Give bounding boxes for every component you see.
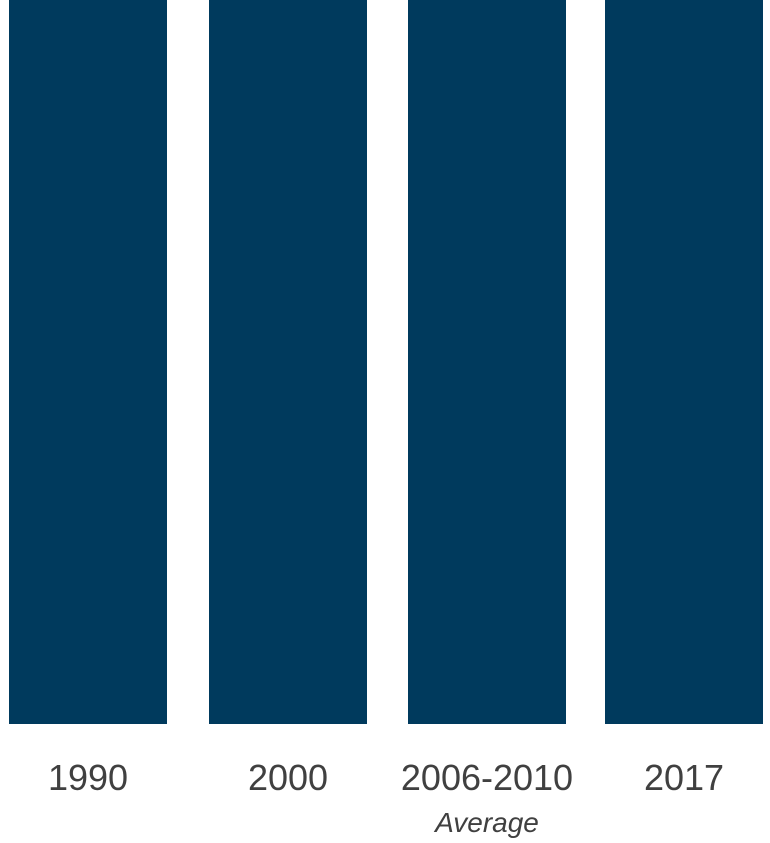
bar-segment-2000-main [209, 0, 367, 725]
category-sublabel-2006-2010: Average [433, 807, 539, 838]
category-label-2017: 2017 [644, 757, 724, 798]
labels-group: 757k20.5%2.9M79.5%1990786k21.2%2.9M78.8%… [48, 757, 724, 838]
bar-segment-2017-main [605, 0, 763, 725]
bar-segment-2006-2010-main [408, 0, 566, 724]
category-label-2000: 2000 [248, 757, 328, 798]
category-label-2006-2010: 2006-2010 [401, 757, 573, 798]
category-label-1990: 1990 [48, 757, 128, 798]
bars-group [9, 0, 763, 725]
bar-segment-1990-main [9, 0, 167, 725]
